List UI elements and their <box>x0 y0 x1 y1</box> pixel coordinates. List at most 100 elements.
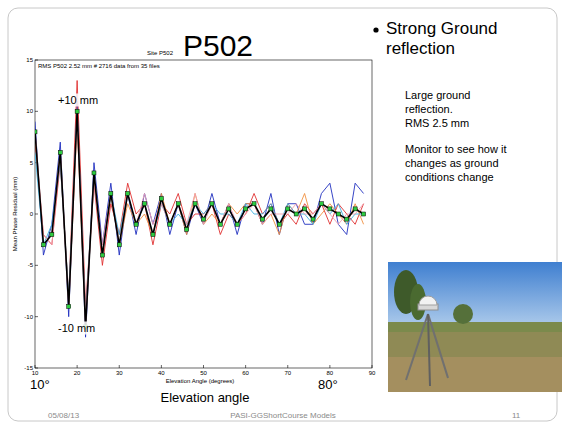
mean-marker <box>328 207 332 211</box>
data-group <box>35 81 366 338</box>
photo-ground <box>388 357 562 392</box>
annotation: +10 mm <box>58 94 98 106</box>
note-text: Large ground reflection. <box>405 88 497 116</box>
mean-marker <box>176 202 180 206</box>
mean-marker <box>303 207 307 211</box>
y-tick <box>35 368 38 369</box>
mean-marker <box>117 243 121 247</box>
annotation: 80° <box>318 377 338 392</box>
annotation: 10° <box>30 377 50 392</box>
x-tick <box>161 365 162 368</box>
label-patch <box>57 94 99 107</box>
mean-marker <box>319 202 323 206</box>
bullet-dot <box>373 27 378 32</box>
x-tick <box>119 365 120 368</box>
mean-marker <box>151 233 155 237</box>
mean-marker <box>143 202 147 206</box>
photo-tripod <box>406 314 428 380</box>
y-tick <box>35 60 38 61</box>
x-tick <box>287 365 288 368</box>
y-axis-title: Mean Phase Residual (mm) <box>12 177 18 251</box>
photo-tripod <box>428 314 448 378</box>
mean-marker <box>100 253 104 257</box>
mean-marker <box>168 222 172 226</box>
mean-marker <box>336 212 340 216</box>
mean-marker <box>67 304 71 308</box>
photo-field <box>388 332 562 392</box>
slide-title: P502 <box>183 29 253 62</box>
mean-marker <box>92 171 96 175</box>
mean-marker <box>227 207 231 211</box>
annotation: -10 mm <box>58 322 95 334</box>
bullet-text: Strong Ground reflection <box>386 19 536 59</box>
mean-marker <box>294 212 298 216</box>
mean-marker <box>345 217 349 221</box>
y-tick-label: -10 <box>24 314 33 320</box>
mean-marker <box>126 191 130 195</box>
photo-sky <box>388 262 562 324</box>
mean-marker <box>193 202 197 206</box>
x-tick <box>203 365 204 368</box>
y-tick-label: 0 <box>30 211 34 217</box>
photo-tripod <box>428 314 430 386</box>
y-tick-label: 15 <box>26 57 33 63</box>
annotations: +10 mm -10 mm 10° 80° Elevation angle <box>30 94 338 406</box>
x-tick-label: 20 <box>74 370 81 376</box>
mean-marker <box>252 202 256 206</box>
note-text: RMS 2.5 mm <box>405 116 535 130</box>
y-tick-label: -15 <box>24 365 33 371</box>
y-tick <box>35 214 38 215</box>
x-tick-label: 30 <box>116 370 123 376</box>
mean-marker <box>269 207 273 211</box>
y-tick <box>35 111 38 112</box>
x-tick-label: 50 <box>200 370 207 376</box>
chart: Site P502 RMS P502 2.52 mm # 2716 data fr… <box>12 50 376 405</box>
mean-marker <box>159 197 163 201</box>
photo <box>388 262 562 392</box>
mean-marker <box>277 222 281 226</box>
chart-subtitle: RMS P502 2.52 mm # 2716 data from 35 fil… <box>38 63 160 69</box>
x-tick-label: 80 <box>327 370 334 376</box>
series-line <box>35 81 364 307</box>
series-line <box>35 101 364 337</box>
y-tick <box>35 265 38 266</box>
x-tick <box>77 365 78 368</box>
y-tick-label: 10 <box>26 108 33 114</box>
mean-marker <box>286 207 290 211</box>
mean-marker <box>185 227 189 231</box>
y-tick-label: -5 <box>28 262 34 268</box>
series-line <box>35 111 364 327</box>
annotation: Elevation angle <box>161 390 250 405</box>
chart-title: Site P502 <box>147 50 174 56</box>
footer-page: 11 <box>512 411 521 420</box>
slide-canvas: P50205/08/13PASI-GGShortCourse Models11S… <box>0 0 565 429</box>
x-tick-label: 70 <box>284 370 291 376</box>
mean-marker <box>260 217 264 221</box>
plot-frame <box>35 60 372 368</box>
mean-marker <box>235 222 239 226</box>
slide: P50205/08/13PASI-GGShortCourse Models11S… <box>0 0 565 429</box>
mean-marker <box>134 222 138 226</box>
x-axis-title: Elevation Angle (degrees) <box>166 378 235 384</box>
x-tick-label: 40 <box>158 370 165 376</box>
mean-marker <box>58 150 62 154</box>
mean-marker <box>218 222 222 226</box>
footer-center: PASI-GGShortCourse Models <box>230 411 336 420</box>
mean-marker <box>244 207 248 211</box>
mean-marker <box>202 217 206 221</box>
x-tick <box>372 365 373 368</box>
x-tick <box>329 365 330 368</box>
mean-marker <box>41 243 45 247</box>
mean-marker <box>75 109 79 113</box>
photo-antenna-dome <box>419 296 437 305</box>
mean-marker <box>35 130 37 134</box>
y-tick-label: 5 <box>30 160 34 166</box>
x-tick <box>35 365 36 368</box>
mean-marker <box>50 233 54 237</box>
mean-marker <box>210 202 214 206</box>
mean-marker <box>362 212 366 216</box>
x-tick-label: 60 <box>242 370 249 376</box>
note-text: Monitor to see how it changes as ground … <box>405 142 530 184</box>
y-tick <box>35 316 38 317</box>
label-patch <box>57 322 96 335</box>
